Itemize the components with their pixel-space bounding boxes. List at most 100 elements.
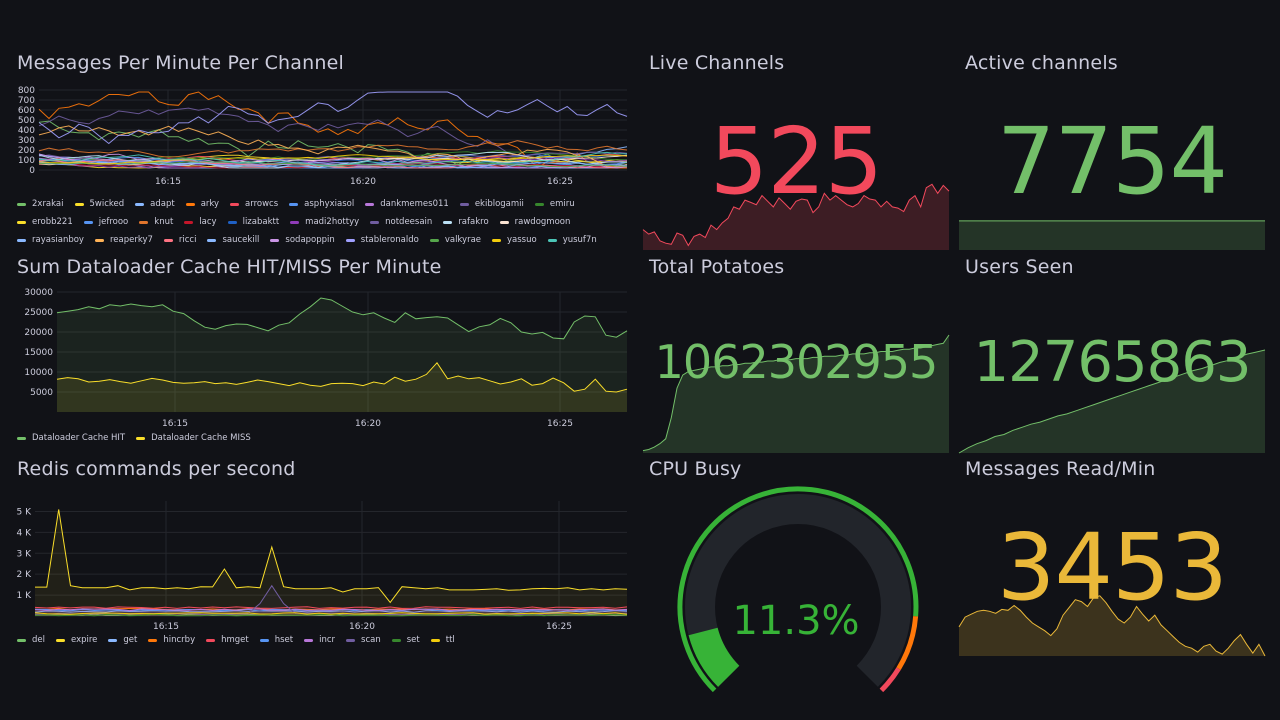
- chart-legend: 2xrakai 5wicked adapt arky arrowcs asphyxiaso…: [17, 198, 629, 246]
- legend-label: get: [123, 635, 138, 645]
- legend-item[interactable]: 5wicked: [74, 198, 124, 210]
- legend-item[interactable]: madi2hottyy: [290, 216, 359, 228]
- active-channels-value: 7754: [996, 108, 1228, 215]
- legend-label: lizabaktt: [242, 217, 280, 227]
- legend-swatch: [370, 220, 380, 224]
- legend-item[interactable]: asphyxiasol: [289, 198, 354, 210]
- chart-legend: Dataloader Cache HIT Dataloader Cache MIS…: [17, 432, 629, 444]
- legend-item[interactable]: lacy: [184, 216, 217, 228]
- legend-swatch: [56, 638, 65, 642]
- x-tick-label: 16:25: [547, 419, 573, 429]
- cpu-busy-panel: CPU Busy 11.3%: [643, 458, 949, 693]
- legend-item[interactable]: Dataloader Cache MISS: [136, 432, 251, 444]
- legend-item[interactable]: saucekill: [207, 234, 259, 246]
- legend-item[interactable]: del: [17, 634, 45, 646]
- legend-item[interactable]: stableronaldo: [345, 234, 419, 246]
- messages-read-sparkline: [958, 595, 1266, 657]
- y-tick-label: 4 K: [17, 528, 33, 538]
- legend-swatch: [346, 638, 356, 642]
- legend-item[interactable]: 2xrakai: [17, 198, 64, 210]
- legend-item[interactable]: emiru: [534, 198, 575, 210]
- x-tick-label: 16:25: [547, 177, 573, 187]
- series-line-ttl: [34, 612, 628, 615]
- dataloader-chart[interactable]: 30000 25000 20000 15000 10000 5000 16:15 16:20 1…: [17, 286, 629, 436]
- legend-item[interactable]: Dataloader Cache HIT: [17, 432, 125, 444]
- legend-item[interactable]: dankmemes011: [365, 198, 449, 210]
- x-tick-label: 16:20: [349, 622, 375, 632]
- sparkline-line: [958, 349, 1266, 454]
- redis-commands-panel: Redis commands per second 5 K 4 K 3 K 2 K 1 …: [17, 458, 629, 653]
- legend-item[interactable]: ricci: [163, 234, 197, 246]
- legend-item[interactable]: arrowcs: [230, 198, 278, 210]
- redis-chart[interactable]: 5 K 4 K 3 K 2 K 1 K 16:15 16:20 16:25: [17, 496, 629, 646]
- legend-label: ekiblogamii: [474, 199, 524, 209]
- legend-item[interactable]: valkyrae: [429, 234, 481, 246]
- legend-label: scan: [361, 635, 381, 645]
- x-tick-label: 16:15: [153, 622, 179, 632]
- legend-item[interactable]: reaperky7: [94, 234, 153, 246]
- legend-item[interactable]: adapt: [135, 198, 175, 210]
- legend-item[interactable]: ttl: [430, 634, 455, 646]
- legend-label: ricci: [178, 235, 197, 245]
- legend-item[interactable]: get: [108, 634, 137, 646]
- legend-item[interactable]: ekiblogamii: [459, 198, 524, 210]
- legend-swatch: [459, 202, 469, 206]
- messages-read-panel: Messages Read/Min 3453: [958, 458, 1266, 657]
- legend-swatch: [185, 202, 195, 206]
- legend-item[interactable]: rawdogmoon: [499, 216, 570, 228]
- legend-swatch: [17, 638, 26, 642]
- series-line-knut: [38, 140, 628, 158]
- legend-swatch: [17, 202, 26, 206]
- legend-item[interactable]: arky: [185, 198, 219, 210]
- legend-item[interactable]: expire: [56, 634, 97, 646]
- legend-item[interactable]: jefrooo: [83, 216, 129, 228]
- legend-item[interactable]: notdeesain: [370, 216, 432, 228]
- legend-label: dankmemes011: [380, 199, 449, 209]
- legend-label: reaperky7: [109, 235, 153, 245]
- legend-item[interactable]: knut: [139, 216, 173, 228]
- legend-item[interactable]: yassuo: [492, 234, 537, 246]
- legend-swatch: [94, 238, 104, 242]
- legend-swatch: [227, 220, 237, 224]
- legend-item[interactable]: erobb221: [17, 216, 73, 228]
- legend-label: yassuo: [507, 235, 537, 245]
- legend-item[interactable]: incr: [304, 634, 335, 646]
- legend-item[interactable]: lizabaktt: [227, 216, 280, 228]
- chart-axes: 30000 25000 20000 15000 10000 5000 16:15 16:20 1…: [24, 288, 627, 429]
- users-seen-sparkline: [958, 349, 1266, 454]
- legend-swatch: [136, 436, 146, 440]
- series-area-incr: [35, 608, 627, 616]
- messages-per-minute-panel: Messages Per Minute Per Channel 800 700 60…: [17, 52, 629, 247]
- legend-label: rayasianboy: [32, 235, 84, 245]
- legend-item[interactable]: hmget: [206, 634, 249, 646]
- legend-item[interactable]: hset: [259, 634, 294, 646]
- legend-item[interactable]: hincrby: [148, 634, 195, 646]
- legend-item[interactable]: rayasianboy: [17, 234, 84, 246]
- legend-label: ttl: [445, 635, 455, 645]
- legend-label: hincrby: [163, 635, 196, 645]
- y-tick-label: 2 K: [17, 570, 33, 580]
- legend-item[interactable]: scan: [346, 634, 381, 646]
- legend-item[interactable]: yusuf7n: [547, 234, 597, 246]
- legend-swatch: [184, 220, 194, 224]
- active-channels-sparkline: [959, 220, 1265, 250]
- y-tick-label: 200: [18, 146, 35, 156]
- legend-item[interactable]: rafakro: [443, 216, 489, 228]
- legend-item[interactable]: set: [391, 634, 420, 646]
- series-line-incr: [34, 608, 628, 612]
- legend-label: hset: [274, 635, 294, 645]
- legend-item[interactable]: sodapoppin: [270, 234, 335, 246]
- users-seen-panel: Users Seen 12765863: [958, 256, 1266, 454]
- legend-label: jefrooo: [98, 217, 129, 227]
- legend-label: sodapoppin: [285, 235, 335, 245]
- legend-swatch: [139, 220, 149, 224]
- legend-swatch: [135, 202, 145, 206]
- legend-swatch: [304, 638, 314, 642]
- x-tick-label: 16:20: [350, 177, 376, 187]
- legend-label: saucekill: [222, 235, 260, 245]
- legend-swatch: [259, 638, 269, 642]
- y-tick-label: 700: [18, 96, 35, 106]
- legend-swatch: [547, 238, 557, 242]
- sparkline-line: [642, 334, 950, 452]
